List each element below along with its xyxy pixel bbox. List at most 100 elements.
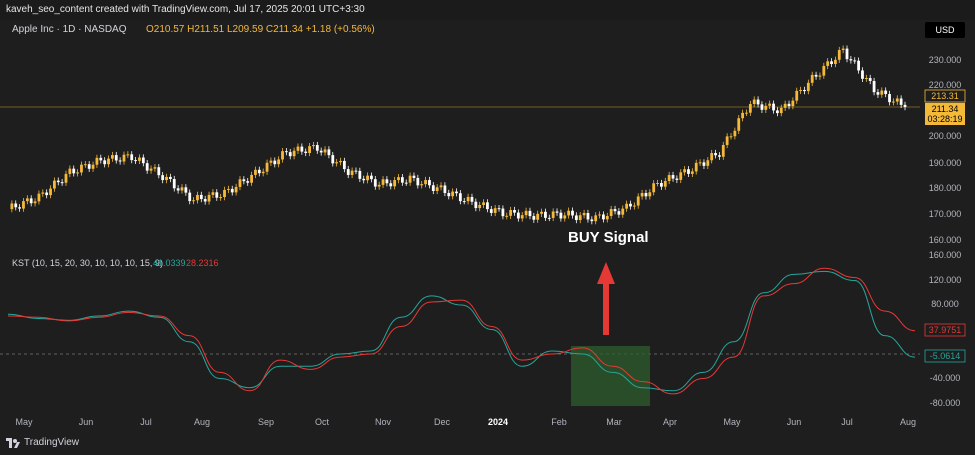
candle [315, 145, 319, 151]
candle [223, 189, 226, 198]
candle [656, 182, 659, 184]
candle [172, 179, 176, 189]
candle [834, 59, 837, 65]
countdown: 03:28:19 [927, 114, 962, 124]
candle [60, 182, 64, 184]
candle [420, 184, 424, 186]
candle [636, 196, 640, 206]
candle [118, 160, 122, 162]
candle [342, 160, 346, 170]
candle [377, 184, 381, 187]
currency-badge[interactable] [925, 22, 965, 38]
candle [234, 186, 238, 193]
candle [830, 61, 833, 65]
candle [400, 177, 404, 183]
candle [540, 211, 543, 214]
signal-marker-box [924, 323, 966, 337]
candle [196, 194, 199, 201]
candle [300, 146, 304, 152]
candle [250, 174, 253, 183]
candle [632, 205, 636, 207]
price-tick: 170.000 [929, 209, 962, 219]
candle [269, 160, 273, 163]
candle [203, 199, 207, 202]
candle [520, 215, 524, 219]
candle [787, 103, 791, 107]
candle [528, 210, 532, 217]
candle [509, 210, 513, 216]
kst-axis[interactable]: 160.000 120.000 80.000 -40.000 -80.000 [929, 250, 962, 408]
candle [168, 176, 172, 180]
last-price: 211.34 [932, 104, 959, 114]
price-axis[interactable]: 230.000 220.000 200.000 190.000 180.000 … [929, 55, 962, 245]
candle [567, 210, 571, 216]
kst-pane[interactable] [0, 250, 920, 410]
candle [134, 160, 137, 162]
candle [513, 210, 516, 213]
candle [725, 136, 729, 145]
price-pane[interactable] [0, 20, 920, 250]
candle [505, 215, 509, 217]
candle [683, 169, 687, 173]
candle [768, 103, 772, 106]
candle [598, 214, 601, 216]
candle [625, 203, 629, 209]
candle [895, 98, 899, 102]
candle [648, 192, 652, 197]
candle [640, 192, 644, 197]
candle [690, 171, 694, 174]
candle [110, 155, 114, 159]
candle [273, 160, 277, 165]
candle [281, 151, 284, 160]
candle [474, 201, 478, 209]
watermark-bar: kaveh_seo_content created with TradingVi… [0, 0, 975, 20]
candle [153, 167, 157, 169]
candle [574, 215, 578, 221]
tradingview-logo[interactable]: TradingView [6, 437, 79, 448]
time-tick: Nov [375, 417, 392, 427]
candle [257, 169, 261, 174]
candle [165, 176, 168, 181]
candle [516, 212, 520, 219]
candle [49, 188, 52, 196]
candle [389, 183, 393, 187]
candle [872, 81, 876, 93]
candle [114, 155, 118, 161]
candle [327, 149, 331, 156]
time-tick: Dec [434, 417, 451, 427]
candle [694, 162, 698, 172]
candle [385, 179, 389, 184]
candle [571, 210, 574, 216]
candle [745, 112, 748, 114]
time-tick: May [723, 417, 741, 427]
candle [702, 162, 706, 166]
candle [776, 110, 779, 114]
candle [578, 215, 582, 221]
candle [748, 104, 752, 113]
candles [10, 45, 907, 225]
kst-tick: 80.000 [931, 299, 959, 309]
candle [14, 203, 18, 208]
candle [810, 74, 814, 83]
candle [373, 179, 377, 187]
candle [22, 201, 25, 209]
candle [466, 196, 470, 202]
candle [362, 178, 366, 181]
candle [470, 196, 474, 202]
candle [161, 175, 165, 181]
candle [663, 180, 667, 187]
candle [37, 193, 41, 202]
time-axis[interactable]: May Jun Jul Aug Sep Oct Nov Dec 2024 Feb Mar Apr May… [15, 417, 916, 427]
candle [80, 164, 83, 173]
candle [613, 209, 617, 212]
candle [544, 211, 547, 218]
prev-marker-box [924, 89, 966, 103]
candle [350, 170, 354, 175]
candle [288, 152, 292, 157]
kst-tick: -40.000 [930, 373, 961, 383]
time-tick: Jul [841, 417, 853, 427]
candle [416, 177, 420, 186]
candle [412, 175, 416, 178]
